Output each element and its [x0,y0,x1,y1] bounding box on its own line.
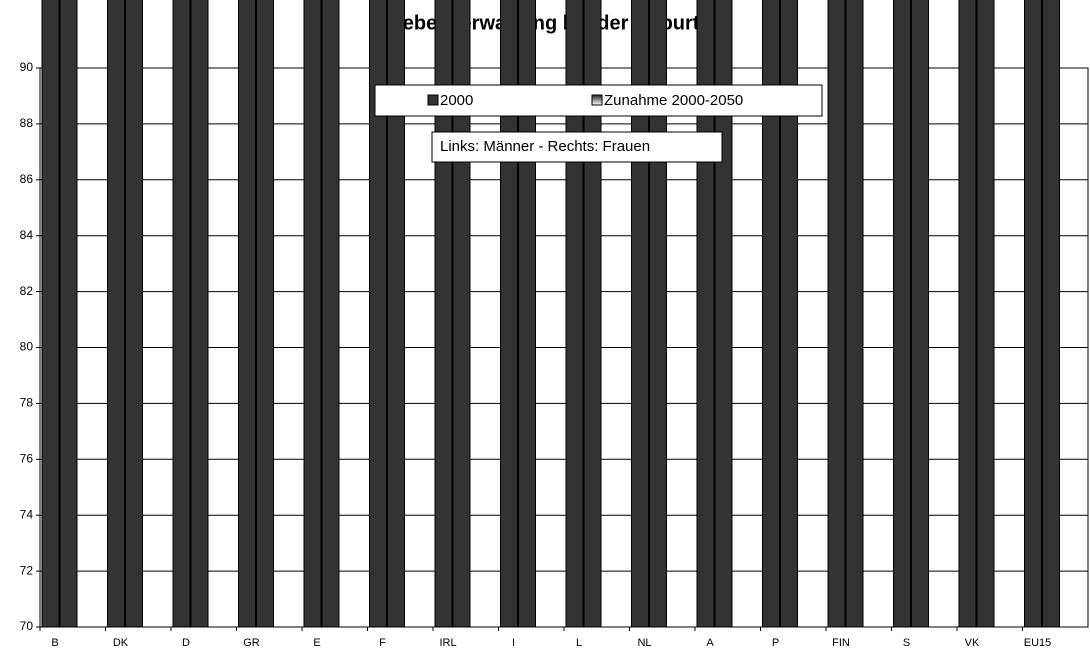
x-tick-label: IRL [439,637,456,649]
annotation-box [431,131,723,163]
y-tick-label: 72 [20,563,34,577]
bar-segment [893,0,911,628]
x-tick-label: E [313,637,320,649]
bar-segment [321,0,340,628]
y-tick-label: 84 [20,228,34,242]
x-tick-label: B [51,637,58,649]
legend-label: Zunahme 2000-2050 [604,92,743,109]
bar-segment [976,0,995,628]
y-tick-label: 78 [20,396,34,410]
y-tick-label: 74 [20,507,34,521]
y-tick-label: 80 [20,340,34,354]
bar-segment [845,0,864,628]
bar-segment [958,0,977,628]
bar-segment [369,0,387,628]
bar-segment [1024,0,1042,628]
bar-segment [125,0,143,628]
bar-segment [303,0,322,628]
bar-segment [387,0,405,628]
bar-segment [190,0,209,628]
annotation: Links: Männer - Rechts: Frauen [440,138,650,155]
legend-swatch [427,94,439,106]
bar-segment [1042,0,1060,628]
bar-segment [41,0,60,628]
x-tick-label: EU15 [1024,637,1052,649]
y-tick-label: 90 [20,60,34,74]
bar-segment [256,0,274,628]
x-tick-label: VK [965,637,980,649]
x-tick-label: FIN [832,637,850,649]
bar-segment [911,0,929,628]
y-tick-label: 86 [20,172,34,186]
x-tick-label: DK [113,637,129,649]
x-tick-label: D [182,637,190,649]
x-tick-label: I [512,637,515,649]
x-tick-label: S [903,637,910,649]
bar-segment [172,0,191,628]
x-tick-label: NL [637,637,651,649]
bar-segment [238,0,256,628]
y-tick-label: 70 [20,619,34,633]
bar-segment [762,0,780,628]
legend-label: 2000 [440,92,473,109]
x-tick-label: GR [243,637,260,649]
x-tick-label: L [576,637,582,649]
y-tick-label: 76 [20,451,34,465]
bar-segment [59,0,78,628]
bar-segment [107,0,125,628]
x-tick-label: P [772,637,779,649]
legend-swatch [591,94,603,106]
y-tick-label: 82 [20,284,34,298]
x-tick-label: A [706,637,714,649]
y-tick-label: 88 [20,116,34,130]
bar-segment [780,0,798,628]
x-tick-label: F [379,637,386,649]
bar-segment [827,0,846,628]
